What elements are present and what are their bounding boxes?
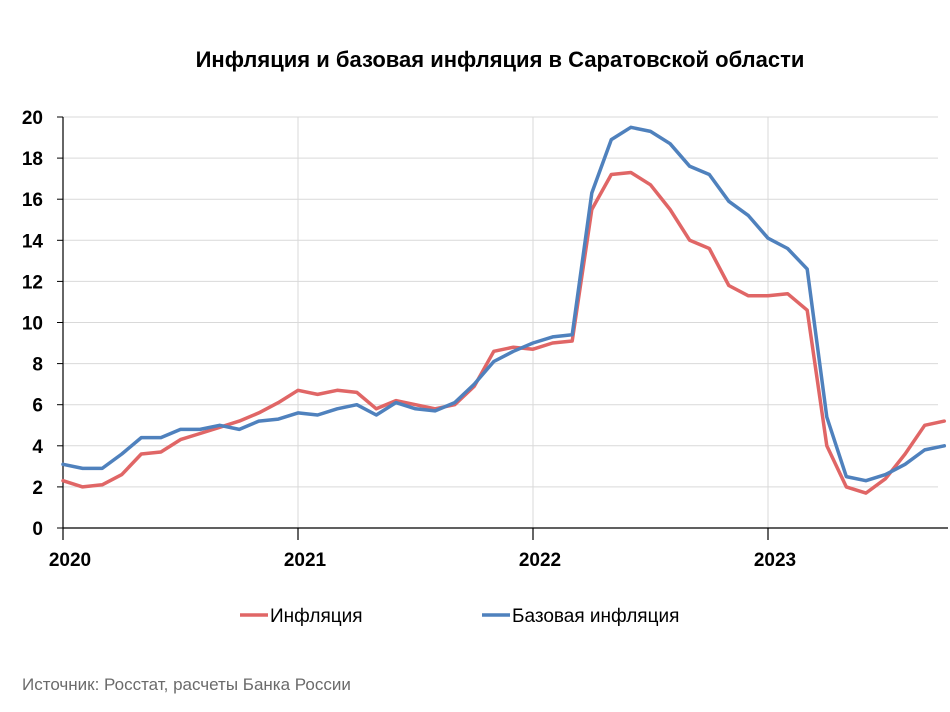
y-tick-label: 20 [22, 108, 43, 129]
y-tick-label: 12 [22, 272, 43, 293]
chart-axes [57, 116, 948, 540]
legend-label: Базовая инфляция [512, 606, 679, 627]
x-tick-label: 2020 [49, 550, 91, 571]
y-tick-label: 0 [32, 519, 43, 540]
y-tick-label: 18 [22, 149, 43, 170]
chart-title: Инфляция и базовая инфляция в Саратовско… [196, 47, 805, 72]
y-tick-label: 4 [32, 437, 43, 458]
y-axis-ticks: 0 2 4 6 8 10 12 14 16 18 20 [22, 108, 44, 540]
series-line-inflation [61, 170, 947, 495]
chart-legend: Инфляция Базовая инфляция [240, 606, 679, 627]
legend-label: Инфляция [270, 606, 363, 627]
chart-grid [63, 116, 938, 528]
y-tick-label: 6 [32, 396, 43, 417]
chart-series [61, 125, 947, 495]
x-tick-label: 2023 [754, 550, 796, 571]
y-tick-label: 16 [22, 190, 43, 211]
x-tick-label: 2022 [519, 550, 561, 571]
x-axis-ticks: 2020 2021 2022 2023 [49, 550, 796, 571]
y-tick-label: 2 [32, 478, 43, 499]
chart-source: Источник: Росстат, расчеты Банка России [22, 675, 351, 694]
x-tick-label: 2021 [284, 550, 327, 571]
y-tick-label: 8 [32, 355, 43, 376]
y-tick-label: 10 [22, 314, 43, 335]
y-tick-label: 14 [22, 231, 44, 252]
series-line-core-inflation [61, 125, 947, 483]
